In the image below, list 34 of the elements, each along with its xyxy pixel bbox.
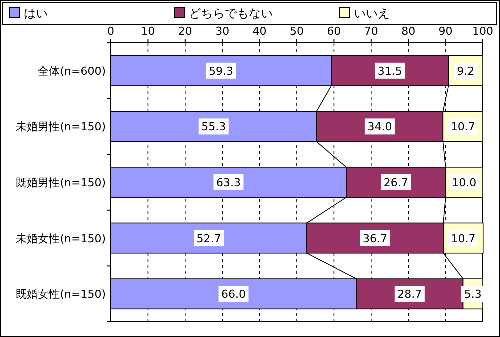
x-tick-label: 30 (216, 25, 230, 38)
data-label: 10.0 (452, 176, 477, 190)
data-label: 59.3 (209, 64, 234, 78)
x-tick-label: 10 (141, 25, 156, 38)
data-label: 26.7 (384, 176, 408, 190)
data-label: 10.7 (450, 120, 476, 134)
y-tick-label: 未婚女性(n=150) (16, 232, 106, 246)
x-tick-label: 0 (108, 25, 114, 38)
y-tick-label: 既婚女性(n=150) (16, 288, 106, 302)
x-tick-label: 70 (364, 25, 378, 38)
data-label: 63.3 (216, 176, 241, 190)
x-tick-label: 40 (252, 25, 267, 38)
data-label: 28.7 (398, 288, 422, 302)
legend-label: はい (24, 6, 48, 20)
data-label: 31.5 (378, 64, 402, 78)
data-label: 55.3 (202, 120, 226, 134)
legend-label: どちらでもない (189, 6, 273, 20)
legend-label: いいえ (354, 6, 390, 20)
data-label: 66.0 (222, 288, 246, 302)
x-tick-label: 20 (178, 25, 192, 38)
data-label: 10.7 (451, 232, 476, 246)
y-tick-label: 既婚男性(n=150) (16, 176, 106, 190)
x-tick-label: 50 (290, 25, 304, 38)
x-tick-label: 60 (327, 25, 342, 38)
x-tick-label: 100 (472, 25, 494, 38)
data-label: 36.7 (363, 232, 388, 246)
data-label: 9.2 (457, 64, 475, 78)
y-tick-label: 全体(n=600) (38, 64, 106, 78)
x-tick-label: 80 (402, 25, 416, 38)
x-tick-label: 90 (438, 25, 453, 38)
y-tick-label: 未婚男性(n=150) (16, 120, 106, 134)
data-label: 52.7 (196, 232, 222, 246)
data-label: 34.0 (368, 120, 392, 134)
data-label: 5.3 (464, 288, 482, 302)
